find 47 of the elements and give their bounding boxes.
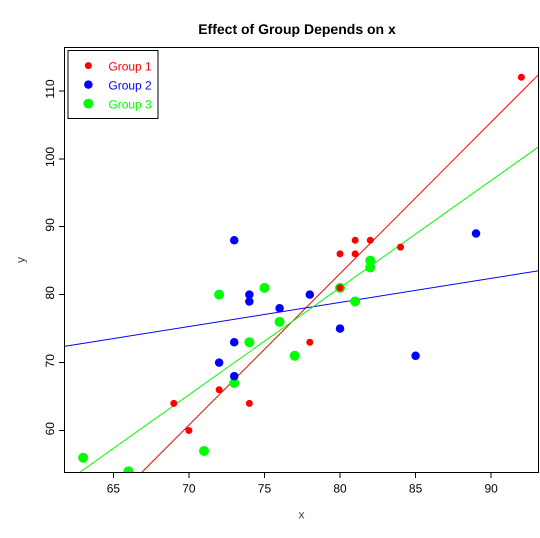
point <box>216 386 223 394</box>
y-tick-label: 60 <box>43 422 58 436</box>
point <box>352 236 359 244</box>
chart-title: Effect of Group Depends on x <box>198 21 396 38</box>
x-tick-label: 70 <box>182 481 196 496</box>
point <box>259 282 270 293</box>
point <box>274 316 285 327</box>
point <box>230 372 238 380</box>
point <box>518 74 525 81</box>
y-tick-label: 80 <box>43 286 58 300</box>
point <box>350 296 360 306</box>
point <box>244 337 254 348</box>
y-tick-label: 110 <box>43 79 58 99</box>
x-tick-label: 90 <box>484 481 498 496</box>
point <box>214 290 224 300</box>
x-tick-label: 75 <box>258 481 272 496</box>
y-tick-label: 90 <box>43 218 58 232</box>
x-tick-label: 65 <box>106 481 120 496</box>
point <box>245 297 254 306</box>
point <box>306 290 314 299</box>
point <box>199 446 210 456</box>
point <box>230 236 238 245</box>
point <box>290 350 300 361</box>
y-tick-label: 100 <box>43 146 58 167</box>
x-tick-label: 80 <box>333 481 348 496</box>
point <box>352 250 359 258</box>
y-axis-title: y <box>14 257 28 263</box>
point <box>170 400 178 407</box>
point <box>411 352 420 360</box>
point <box>78 452 88 463</box>
point <box>336 250 344 258</box>
point <box>306 338 314 346</box>
point <box>246 400 253 407</box>
legend-label: Group 2 <box>108 78 152 92</box>
y-tick-label: 70 <box>43 354 58 368</box>
legend-label: Group 3 <box>108 97 152 112</box>
x-axis-title: x <box>298 507 304 522</box>
point <box>336 324 344 333</box>
point <box>472 229 480 238</box>
legend-label: Group 1 <box>108 59 152 74</box>
point <box>396 244 404 251</box>
point <box>230 338 238 346</box>
point <box>275 304 284 312</box>
x-tick-label: 85 <box>408 481 423 496</box>
point <box>366 236 374 244</box>
point <box>185 427 192 434</box>
point <box>214 358 224 367</box>
